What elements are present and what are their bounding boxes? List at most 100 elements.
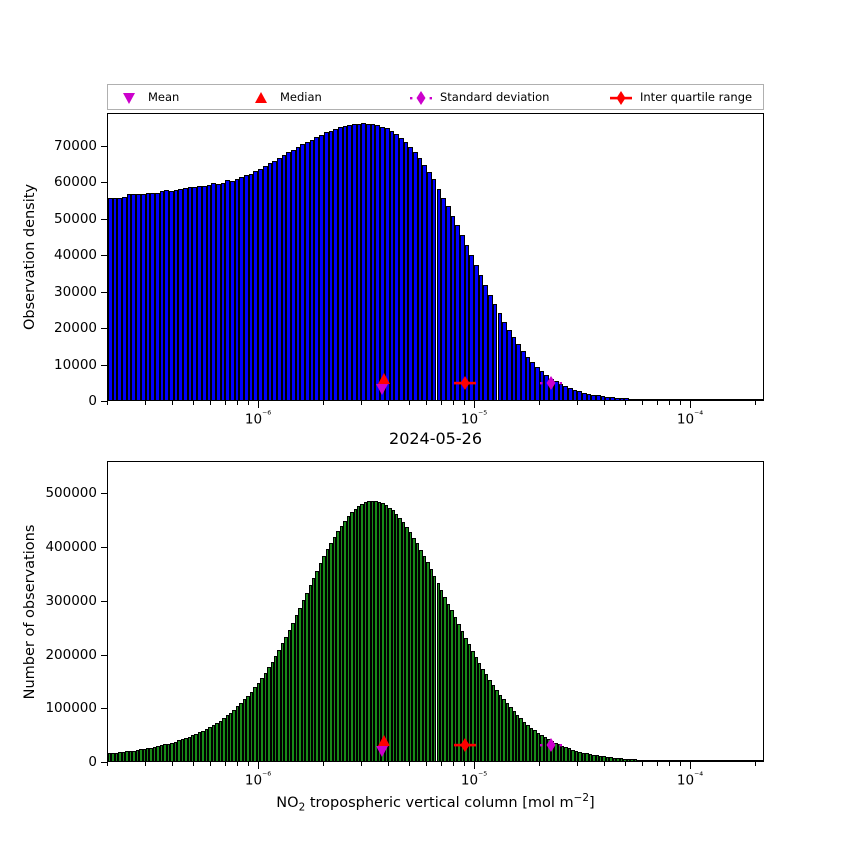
histogram-bar	[356, 123, 362, 400]
histogram-bar	[633, 398, 639, 400]
histogram-bar	[149, 747, 153, 761]
histogram-bar	[215, 722, 219, 761]
x-minor-tick	[577, 762, 579, 766]
histogram-bar	[626, 758, 631, 761]
x-minor-tick	[604, 401, 606, 405]
y-tick-label: 0	[88, 754, 97, 770]
histogram-bar	[744, 760, 748, 761]
y-major-tick	[100, 364, 107, 366]
histogram-bar	[740, 760, 745, 761]
histogram-bar	[142, 748, 147, 761]
histogram-bar	[121, 751, 126, 761]
x-minor-tick	[192, 401, 195, 405]
histogram-bar	[484, 674, 489, 761]
x-minor-tick	[237, 401, 239, 405]
x-minor-tick	[408, 762, 411, 766]
histogram-bar	[319, 134, 324, 400]
histogram-bar	[668, 760, 672, 761]
x-minor-tick	[145, 762, 147, 766]
x-minor-tick	[625, 762, 627, 766]
histogram-bar	[455, 225, 460, 400]
histogram-bar	[287, 629, 292, 761]
number-of-observations-plot	[107, 461, 764, 762]
histogram-bar	[730, 760, 734, 761]
histogram-bar	[488, 294, 493, 400]
histogram-bar	[460, 630, 465, 761]
histogram-bar	[685, 399, 690, 400]
x-minor-tick	[577, 401, 579, 405]
histogram-bar	[370, 124, 376, 400]
stat-marker-mean	[369, 741, 395, 761]
histogram-bar	[535, 366, 540, 400]
histogram-bar	[467, 644, 472, 761]
y-major-tick	[100, 291, 107, 293]
histogram-bar	[132, 750, 136, 761]
histogram-bar	[184, 738, 188, 761]
x-minor-tick	[224, 762, 226, 766]
x-major-tick	[474, 401, 476, 408]
histogram-bar	[381, 503, 385, 761]
stat-marker-iqr	[452, 373, 478, 397]
x-minor-tick	[426, 401, 428, 405]
histogram-bar	[301, 600, 306, 761]
histogram-bar	[277, 649, 281, 761]
histogram-bar	[516, 715, 520, 761]
legend-entry-inter-quartile-range: Inter quartile range	[608, 85, 752, 111]
legend-entry-mean: Mean	[116, 85, 179, 111]
histogram-bar	[154, 193, 160, 400]
histogram-bar	[363, 502, 368, 761]
histogram-bar	[413, 151, 418, 400]
histogram-bar	[267, 667, 271, 761]
histogram-bar	[244, 175, 249, 400]
histogram-bar	[111, 753, 115, 761]
x-minor-tick	[440, 762, 442, 766]
histogram-bar	[614, 397, 620, 400]
histogram-bar	[177, 740, 181, 761]
histogram-bar	[633, 759, 638, 761]
x-tick-label: 10⁻⁴	[676, 771, 704, 789]
histogram-bar	[602, 756, 606, 761]
x-minor-tick	[426, 762, 428, 766]
x-minor-tick	[539, 401, 541, 405]
histogram-bar	[675, 760, 679, 761]
y-major-tick	[100, 708, 107, 710]
histogram-bar	[732, 399, 737, 400]
x-minor-tick	[388, 762, 390, 766]
histogram-bar	[526, 724, 530, 761]
histogram-bar	[308, 585, 312, 761]
x-tick-label: 10⁻⁴	[676, 410, 704, 428]
x-minor-tick	[539, 762, 541, 766]
histogram-bar	[229, 712, 233, 761]
histogram-bar	[616, 758, 620, 761]
histogram-bar	[370, 500, 375, 761]
histogram-bar	[682, 760, 686, 761]
histogram-bar	[169, 191, 174, 400]
histogram-bar	[516, 344, 521, 400]
histogram-bar	[495, 689, 499, 761]
histogram-bar	[150, 192, 155, 400]
histogram-bar	[187, 187, 193, 400]
histogram-bar	[398, 137, 404, 400]
stat-marker-mean	[369, 379, 395, 400]
histogram-bar	[159, 745, 164, 761]
histogram-bar	[502, 699, 506, 761]
histogram-bar	[630, 759, 634, 761]
histogram-bar	[220, 182, 226, 400]
histogram-bar	[361, 123, 367, 400]
histogram-bar	[187, 736, 191, 761]
histogram-bar	[118, 752, 122, 761]
histogram-bar	[122, 197, 127, 400]
statistic-markers-top	[108, 114, 763, 400]
histogram-bar	[225, 715, 230, 761]
legend-label: Standard deviation	[440, 90, 550, 105]
y-major-tick	[100, 493, 107, 495]
histogram-bar	[610, 397, 615, 400]
observation-density-plot	[107, 113, 764, 401]
histogram-bar	[433, 575, 437, 761]
histogram-bar	[539, 371, 545, 400]
histogram-bar	[761, 760, 763, 761]
histogram-bar	[481, 668, 485, 761]
histogram-bar	[706, 760, 710, 761]
histogram-bar	[253, 687, 257, 761]
histogram-bar	[353, 509, 357, 761]
